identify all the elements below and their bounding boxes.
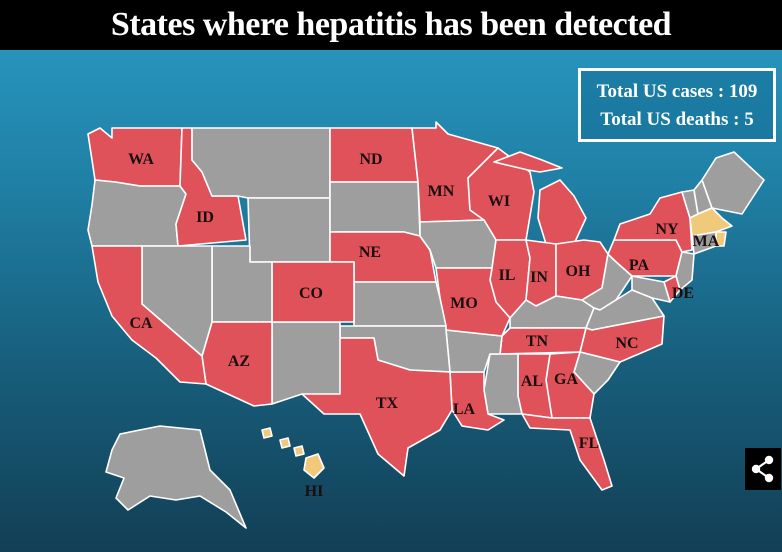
state-me	[701, 151, 765, 215]
state-label-wa: WA	[128, 151, 154, 168]
state-label-mn: MN	[428, 183, 455, 200]
state-label-tx: TX	[376, 395, 399, 412]
title-bar: States where hepatitis has been detected	[0, 0, 782, 50]
page-title: States where hepatitis has been detected	[110, 6, 672, 43]
state-wy	[247, 197, 331, 263]
state-ks	[353, 281, 447, 327]
state-label-ne: NE	[359, 244, 381, 261]
state-label-hi: HI	[305, 483, 324, 500]
state-labels: WA ID ND MN WI NY MA NE CO IL IN OH PA DE CA MO AZ TN NC AL…	[128, 151, 720, 500]
state-label-de: DE	[672, 285, 694, 302]
state-label-co: CO	[299, 285, 323, 302]
state-or	[87, 179, 187, 247]
state-label-pa: PA	[629, 257, 650, 274]
state-ca	[91, 245, 207, 385]
state-mt	[191, 127, 331, 199]
state-label-al: AL	[521, 373, 543, 390]
state-md	[631, 275, 671, 303]
state-fl	[521, 413, 613, 491]
state-nj	[675, 251, 695, 291]
state-label-ga: GA	[554, 371, 578, 388]
state-label-oh: OH	[566, 263, 591, 280]
state-ms	[483, 353, 523, 415]
state-label-il: IL	[499, 267, 516, 284]
state-label-ma: MA	[693, 233, 720, 250]
state-shapes	[87, 121, 765, 529]
state-nm	[271, 321, 341, 405]
share-icon	[751, 455, 774, 483]
state-label-wi: WI	[488, 193, 510, 210]
state-label-id: ID	[196, 209, 214, 226]
stats-box: Total US cases : 109 Total US deaths : 5	[578, 68, 776, 142]
state-label-nc: NC	[615, 335, 638, 352]
state-label-in: IN	[530, 269, 548, 286]
total-deaths-text: Total US deaths : 5	[600, 109, 754, 130]
total-cases-text: Total US cases : 109	[596, 81, 758, 102]
state-label-az: AZ	[228, 353, 250, 370]
state-label-mo: MO	[450, 295, 478, 312]
state-mi	[493, 151, 587, 245]
state-label-fl: FL	[579, 435, 599, 452]
state-ak	[105, 425, 247, 529]
share-button[interactable]	[745, 448, 781, 490]
state-label-nd: ND	[359, 151, 382, 168]
state-sd	[329, 181, 421, 237]
state-label-la: LA	[453, 401, 476, 418]
state-label-ny: NY	[655, 221, 679, 238]
state-ct	[691, 231, 717, 255]
state-hi	[261, 427, 325, 479]
state-la	[449, 371, 505, 431]
state-label-tn: TN	[526, 333, 549, 350]
state-label-ca: CA	[129, 315, 153, 332]
